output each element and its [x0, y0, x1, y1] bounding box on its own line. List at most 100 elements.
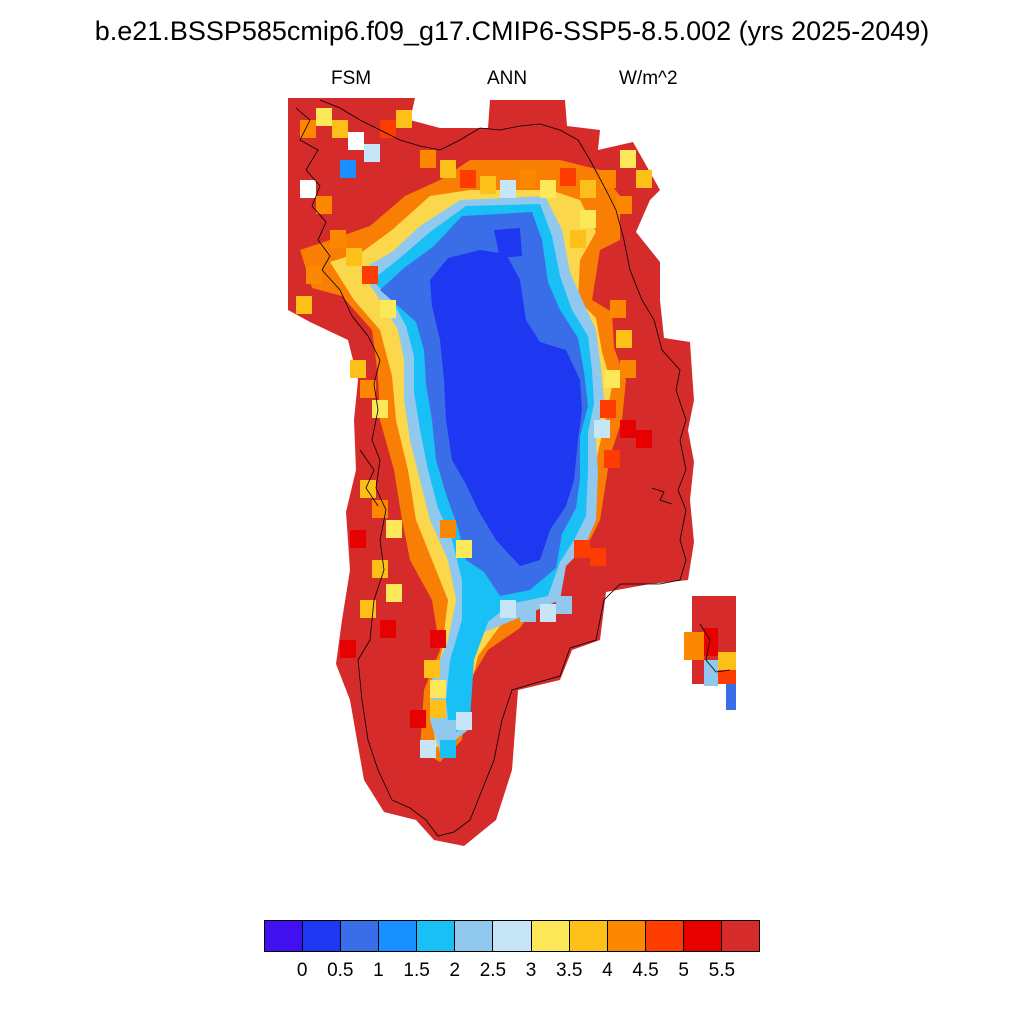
grid-cell — [460, 170, 476, 188]
grid-cell — [610, 300, 626, 318]
grid-cell — [372, 400, 388, 418]
grid-cell — [380, 300, 396, 318]
colorbar-tick-label: 2.5 — [479, 960, 507, 981]
colorbar-tick-label: 1.5 — [403, 960, 430, 981]
grid-cell — [590, 548, 606, 566]
grid-cell — [456, 712, 472, 730]
grid-cell — [594, 420, 610, 438]
colorbar-swatch — [379, 921, 418, 951]
grid-cell — [556, 596, 572, 614]
grid-cell — [300, 180, 316, 198]
colorbar-swatch — [569, 921, 608, 951]
grid-cell — [424, 660, 440, 678]
colorbar-swatch — [493, 921, 532, 951]
grid-cell — [430, 680, 446, 698]
grid-cell — [456, 540, 472, 558]
colorbar-tick-label: 4 — [602, 960, 613, 981]
colorbar-tick-label: 5 — [678, 960, 689, 981]
grid-cell — [580, 180, 596, 198]
grid-cell — [620, 420, 636, 438]
colorbar-tick-label: 3 — [525, 960, 537, 981]
grid-cell — [604, 450, 620, 468]
grid-cell — [380, 120, 396, 138]
grid-cell — [440, 160, 456, 178]
grid-cell — [520, 170, 536, 188]
grid-cell — [316, 108, 332, 126]
grid-cell — [316, 196, 332, 214]
island-cell — [726, 684, 736, 710]
island-cell — [718, 670, 736, 684]
grid-cell — [500, 180, 516, 198]
grid-cell — [364, 144, 380, 162]
colorbar-tick-label: 0.5 — [327, 960, 354, 981]
grid-cell — [430, 700, 446, 718]
colorbar-tick-label: 2 — [449, 960, 461, 981]
grid-cell — [420, 150, 436, 168]
coastline-east-inlet — [651, 487, 673, 505]
grid-cell — [360, 480, 376, 498]
grid-cell — [580, 210, 596, 228]
colorbar-swatch — [265, 921, 304, 951]
grid-cell — [520, 604, 536, 622]
deep-blue-core — [430, 250, 582, 566]
colorbar-swatch — [303, 921, 342, 951]
grid-cell — [636, 170, 652, 188]
grid-cell — [600, 400, 616, 418]
colorbar-tick-label: 5.5 — [708, 960, 736, 981]
colorbar-swatch — [531, 921, 570, 951]
grid-cell — [306, 266, 322, 284]
grid-cell — [340, 640, 356, 658]
coastline-fjord — [359, 449, 379, 507]
grid-cell — [420, 740, 436, 758]
grid-cell — [500, 600, 516, 618]
island-cell — [684, 632, 704, 660]
grid-cell — [300, 120, 316, 138]
grid-cell — [380, 620, 396, 638]
grid-cell — [440, 740, 456, 758]
island-cell — [718, 652, 736, 670]
island-cell — [704, 660, 718, 686]
grid-cell — [440, 720, 456, 738]
grid-cell — [616, 196, 632, 214]
grid-cell — [540, 180, 556, 198]
grid-cell — [330, 230, 346, 248]
grid-cells — [296, 108, 652, 758]
coastline — [295, 99, 687, 837]
grid-cell — [372, 560, 388, 578]
grid-cell — [616, 330, 632, 348]
coastline-west — [295, 99, 687, 837]
grid-cell — [410, 710, 426, 728]
colorbar-swatch — [607, 921, 646, 951]
colorbar-tick-label: 1 — [373, 960, 384, 981]
colorbar-swatch — [341, 921, 380, 951]
grid-cell — [350, 360, 366, 378]
colorbar-labels: 0 0.5 1 1.5 2 2.5 3 3.5 4 4.5 5 5.5 — [264, 960, 760, 984]
grid-cell — [386, 584, 402, 602]
grid-cell — [574, 540, 590, 558]
variable-label: FSM — [331, 68, 372, 89]
grid-cell — [440, 520, 456, 538]
grid-cell — [620, 150, 636, 168]
accumulation-zone — [360, 196, 604, 752]
grid-cell — [540, 604, 556, 622]
grid-cell — [362, 266, 378, 284]
island-cell — [704, 628, 718, 656]
grid-cell — [360, 380, 376, 398]
grid-cell — [480, 176, 496, 194]
grid-cell — [296, 296, 312, 314]
colorbar-tick-label: 3.5 — [556, 960, 583, 981]
colorbar-tick-label: 4.5 — [632, 960, 659, 981]
grid-cell — [430, 630, 446, 648]
grid-cell — [340, 160, 356, 178]
colorbar-swatch — [721, 921, 760, 951]
grid-cell — [636, 430, 652, 448]
grid-cell — [360, 600, 376, 618]
grid-cell — [570, 230, 586, 248]
colorbar — [264, 920, 760, 952]
colorbar-swatch — [455, 921, 494, 951]
plot-title: b.e21.BSSP585cmip6.f09_g17.CMIP6-SSP5-8.… — [94, 16, 930, 46]
grid-cell — [560, 168, 576, 186]
colorbar-swatch — [683, 921, 722, 951]
